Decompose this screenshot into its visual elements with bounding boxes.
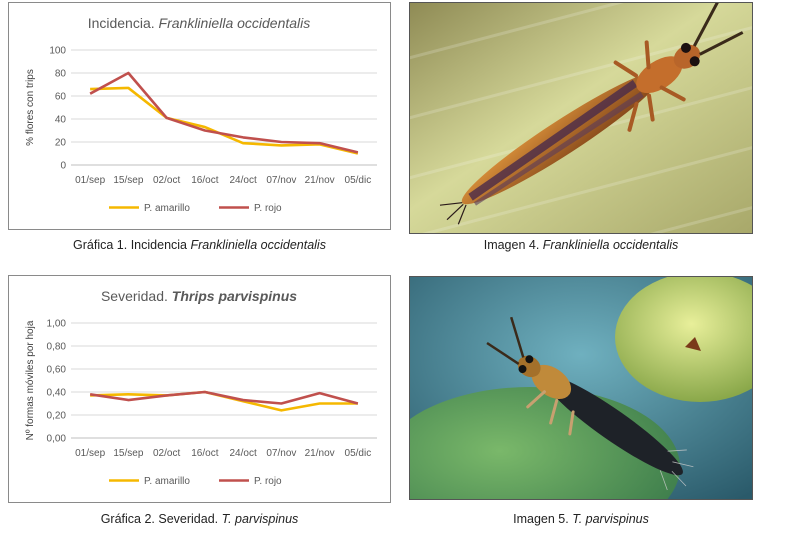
severity-line-chart: Severidad. Thrips parvispinus Nº formas m… bbox=[25, 288, 377, 487]
chart2-caption-text: Gráfica 2. Severidad. bbox=[100, 512, 222, 526]
thrips-photo-4 bbox=[409, 2, 753, 234]
x-tick-label: 21/nov bbox=[305, 448, 335, 459]
severity-chart-panel: Severidad. Thrips parvispinus Nº formas m… bbox=[8, 275, 391, 503]
y-tick-label: 20 bbox=[55, 138, 67, 149]
image4-caption-species: Frankliniella occidentalis bbox=[542, 238, 679, 252]
y-axis-label: % flores con trips bbox=[25, 69, 36, 146]
y-tick-label: 0 bbox=[60, 161, 66, 172]
x-tick-label: 07/nov bbox=[266, 175, 296, 186]
x-tick-label: 24/oct bbox=[230, 448, 257, 459]
image5-caption-text: Imagen 5. bbox=[513, 512, 573, 526]
series-line-rojo bbox=[89, 390, 359, 405]
legend-label: P. amarillo bbox=[144, 203, 190, 214]
x-tick-label: 24/oct bbox=[230, 175, 257, 186]
x-tick-label: 05/dic bbox=[345, 448, 372, 459]
y-axis-label: Nº formas móviles por hoja bbox=[25, 320, 36, 440]
image4-caption-text: Imagen 4. bbox=[483, 238, 543, 252]
incidence-line-chart: Incidencia. Frankliniella occidentalis % … bbox=[25, 15, 377, 214]
x-tick-label: 16/oct bbox=[191, 448, 218, 459]
incidence-chart-panel: Incidencia. Frankliniella occidentalis % … bbox=[8, 2, 391, 230]
x-tick-label: 02/oct bbox=[153, 448, 180, 459]
y-tick-label: 40 bbox=[55, 115, 67, 126]
chart1-caption-text: Gráfica 1. Incidencia bbox=[73, 238, 191, 252]
image4-caption: Imagen 4. Frankliniella occidentalis bbox=[409, 238, 753, 252]
chart-title-species: Thrips parvispinus bbox=[172, 288, 297, 304]
y-tick-label: 0,20 bbox=[47, 411, 67, 422]
y-tick-label: 80 bbox=[55, 69, 67, 80]
y-tick-label: 0,40 bbox=[47, 388, 67, 399]
chart1-caption-species: Frankliniella occidentalis bbox=[190, 238, 326, 252]
chart-title: Incidencia. Frankliniella occidentalis bbox=[88, 15, 311, 31]
x-tick-label: 02/oct bbox=[153, 175, 180, 186]
y-tick-label: 0,80 bbox=[47, 342, 67, 353]
legend-label: P. rojo bbox=[254, 476, 282, 487]
chart2-caption-species: T. parvispinus bbox=[221, 512, 299, 526]
chart-title-species: Frankliniella occidentalis bbox=[159, 15, 311, 31]
legend-label: P. rojo bbox=[254, 203, 282, 214]
chart-title-plain: Severidad. bbox=[101, 288, 172, 304]
x-tick-label: 16/oct bbox=[191, 175, 218, 186]
series-line-rojo bbox=[89, 71, 359, 154]
legend-label: P. amarillo bbox=[144, 476, 190, 487]
x-tick-label: 01/sep bbox=[75, 175, 105, 186]
chart-title-plain: Incidencia. bbox=[88, 15, 159, 31]
thrips-photo-icon bbox=[410, 3, 752, 233]
thrips-photo-icon bbox=[410, 277, 752, 499]
thrips-photo-5 bbox=[409, 276, 753, 500]
x-tick-label: 15/sep bbox=[113, 175, 143, 186]
x-tick-label: 01/sep bbox=[75, 448, 105, 459]
y-tick-label: 60 bbox=[55, 92, 67, 103]
y-tick-label: 0,00 bbox=[47, 434, 67, 445]
y-tick-label: 0,60 bbox=[47, 365, 67, 376]
image5-caption-species: T. parvispinus bbox=[572, 512, 649, 526]
chart2-caption: Gráfica 2. Severidad. T. parvispinus bbox=[8, 512, 391, 526]
chart-title: Severidad. Thrips parvispinus bbox=[101, 288, 297, 304]
x-tick-label: 15/sep bbox=[113, 448, 143, 459]
x-tick-label: 07/nov bbox=[266, 448, 296, 459]
y-tick-label: 100 bbox=[49, 46, 66, 57]
chart1-caption: Gráfica 1. Incidencia Frankliniella occi… bbox=[8, 238, 391, 252]
x-tick-label: 21/nov bbox=[305, 175, 335, 186]
x-tick-label: 05/dic bbox=[345, 175, 372, 186]
image5-caption: Imagen 5. T. parvispinus bbox=[409, 512, 753, 526]
y-tick-label: 1,00 bbox=[47, 319, 67, 330]
